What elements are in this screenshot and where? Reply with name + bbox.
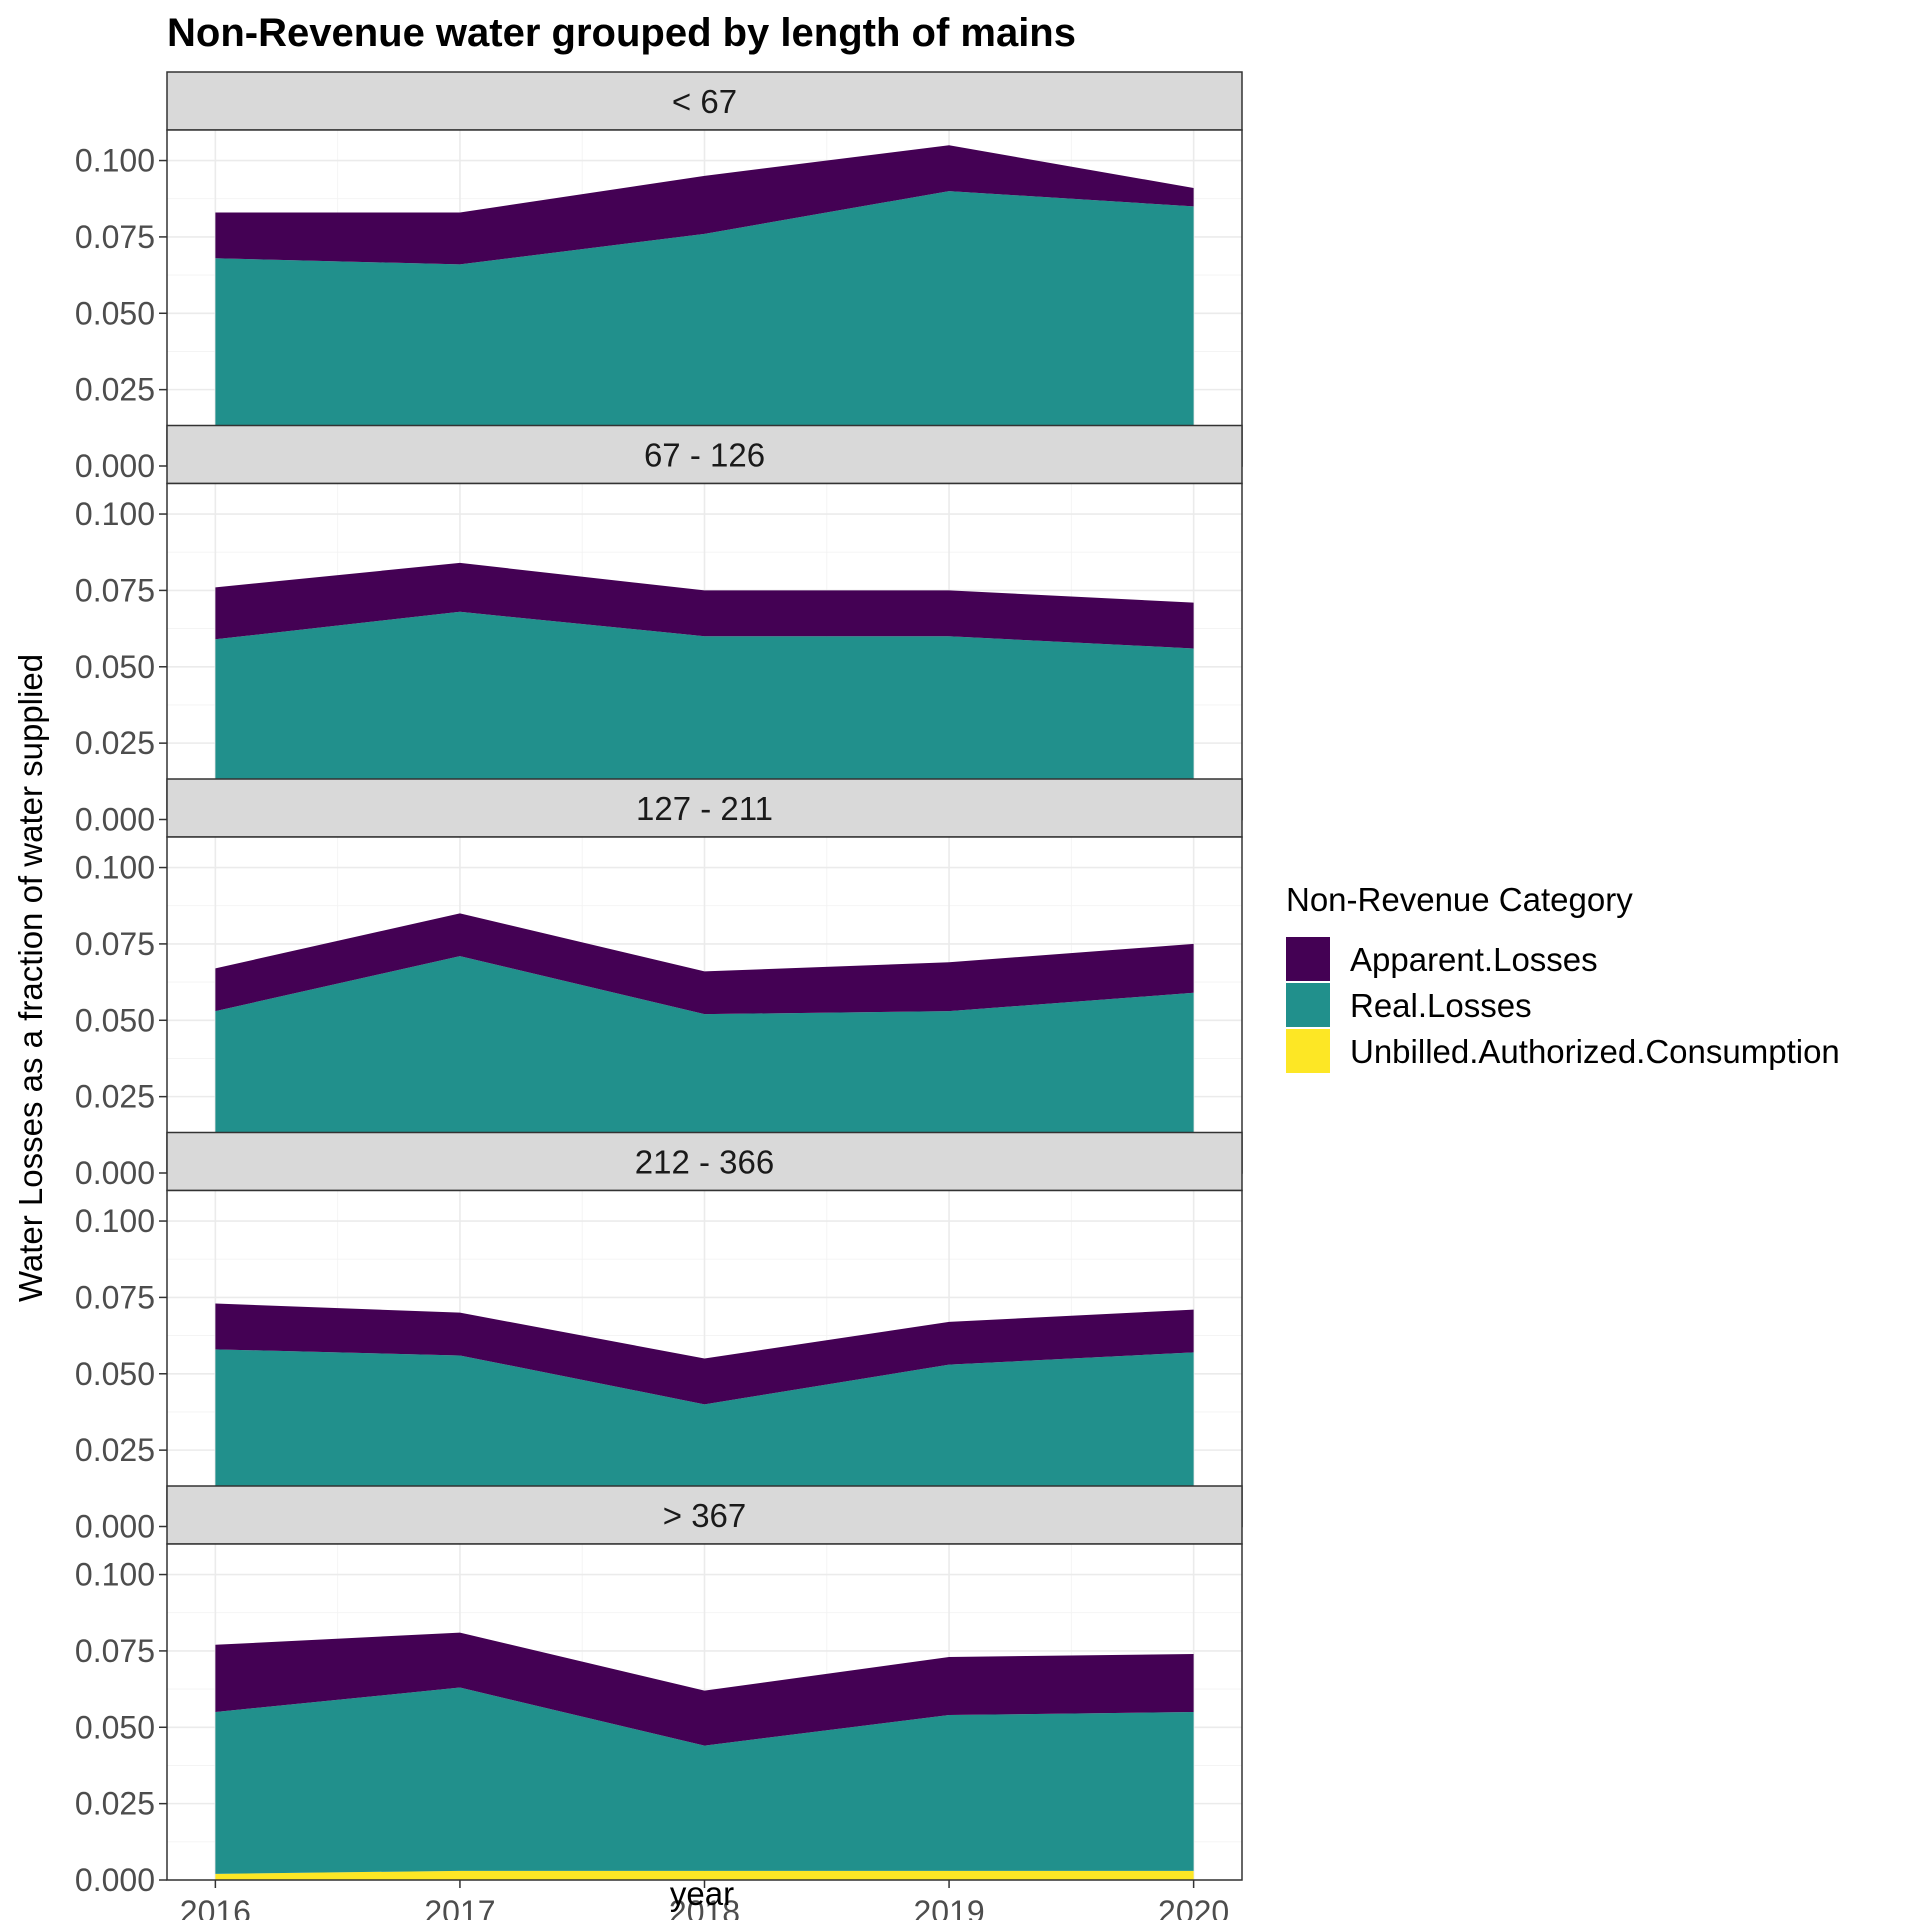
facet-4-strip [166, 1131, 1243, 1192]
facet-5-area-unbilled-authorized-consumption [215, 1870, 1194, 1880]
facet-5: > 367 0.000 0.025 0.050 0.075 0.100 [75, 1485, 1243, 1898]
facet-1-y-tick-label: 0.050 [75, 295, 155, 331]
facet-1-area-apparent-losses [215, 145, 1194, 265]
facet-4-area-real-losses [215, 1349, 1194, 1518]
facet-4-y-tick-label: 0.075 [75, 1279, 155, 1315]
facet-5-y-tick-label: 0.000 [75, 1862, 155, 1898]
x-tick-label: 2017 [424, 1894, 495, 1920]
facet-5-y-tick-label: 0.050 [75, 1709, 155, 1745]
facet-3-strip-label: 127 - 211 [636, 790, 773, 827]
facet-1: < 67 0.000 0.025 0.050 0.075 0.100 [75, 71, 1243, 484]
facet-5-area-apparent-losses [215, 1632, 1194, 1746]
x-tick-label: 2016 [180, 1894, 251, 1920]
facet-4-area-apparent-losses [215, 1303, 1194, 1405]
facet-3-y-tick-label: 0.050 [75, 1002, 155, 1038]
facet-1-strip [166, 71, 1243, 131]
facet-2-strip-label: 67 - 126 [644, 437, 765, 474]
facet-4-y-tick-label: 0.000 [75, 1509, 155, 1545]
legend-key-unbilled-authorized-consumption [1286, 1029, 1330, 1073]
legend-label-apparent-losses: Apparent.Losses [1350, 941, 1598, 978]
y-axis-title: Water Losses as a fraction of water supp… [12, 654, 49, 1302]
facet-2-y-tick-label: 0.050 [75, 649, 155, 685]
facet-2-y-tick-label: 0.075 [75, 572, 155, 608]
x-tick-label: 2020 [1158, 1894, 1229, 1920]
facet-4-y-tick-label: 0.100 [75, 1203, 155, 1239]
facet-3-area-real-losses [215, 956, 1194, 1167]
facet-1-y-tick-label: 0.000 [75, 448, 155, 484]
x-tick-label: 2019 [913, 1894, 984, 1920]
facet-5-strip-label: > 367 [663, 1497, 747, 1534]
legend-label-real-losses: Real.Losses [1350, 987, 1532, 1024]
facet-1-y-tick-label: 0.025 [75, 372, 155, 408]
legend: Non-Revenue Category Apparent.Losses Real… [1286, 881, 1840, 1073]
facet-3-y-tick-label: 0.100 [75, 850, 155, 886]
facet-5-strip [166, 1485, 1243, 1545]
facet-5-area-real-losses [215, 1687, 1194, 1874]
facet-3-y-tick-label: 0.025 [75, 1079, 155, 1115]
facet-3: 127 - 211 0.000 0.025 0.050 0.075 0.100 [75, 778, 1243, 1191]
facet-1-y-tick-label: 0.100 [75, 143, 155, 179]
legend-key-real-losses [1286, 983, 1330, 1027]
facet-2-y-tick-label: 0.025 [75, 725, 155, 761]
facet-2-area-apparent-losses [215, 562, 1194, 649]
facet-5-y-tick-label: 0.075 [75, 1633, 155, 1669]
facet-2: 67 - 126 0.000 0.025 0.050 0.075 0.100 [75, 424, 1243, 838]
facet-2-strip [166, 424, 1243, 485]
facet-3-area-apparent-losses [215, 913, 1194, 1015]
facet-4-strip-label: 212 - 366 [635, 1144, 774, 1181]
facet-1-strip-label: < 67 [672, 83, 737, 120]
legend-label-unbilled-authorized-consumption: Unbilled.Authorized.Consumption [1350, 1033, 1840, 1070]
facet-panels: < 67 0.000 0.025 0.050 0.075 0.100 67 - 126 0.0… [75, 71, 1243, 1898]
facet-5-y-tick-label: 0.025 [75, 1786, 155, 1822]
facet-1-area-real-losses [215, 191, 1194, 457]
facet-4-y-tick-label: 0.025 [75, 1432, 155, 1468]
chart-title: Non-Revenue water grouped by length of m… [167, 11, 1076, 55]
legend-title: Non-Revenue Category [1286, 881, 1633, 918]
x-axis-title: year [670, 1875, 734, 1912]
facet-4: 212 - 366 0.000 0.025 0.050 0.075 0.100 [75, 1131, 1243, 1545]
facet-2-y-tick-label: 0.100 [75, 496, 155, 532]
facet-2-area-real-losses [215, 611, 1194, 814]
legend-key-apparent-losses [1286, 937, 1330, 981]
facet-3-y-tick-label: 0.075 [75, 926, 155, 962]
facet-3-y-tick-label: 0.000 [75, 1155, 155, 1191]
facet-5-y-tick-label: 0.100 [75, 1557, 155, 1593]
facet-2-y-tick-label: 0.000 [75, 802, 155, 838]
facet-4-y-tick-label: 0.050 [75, 1356, 155, 1392]
facet-1-y-tick-label: 0.075 [75, 219, 155, 255]
